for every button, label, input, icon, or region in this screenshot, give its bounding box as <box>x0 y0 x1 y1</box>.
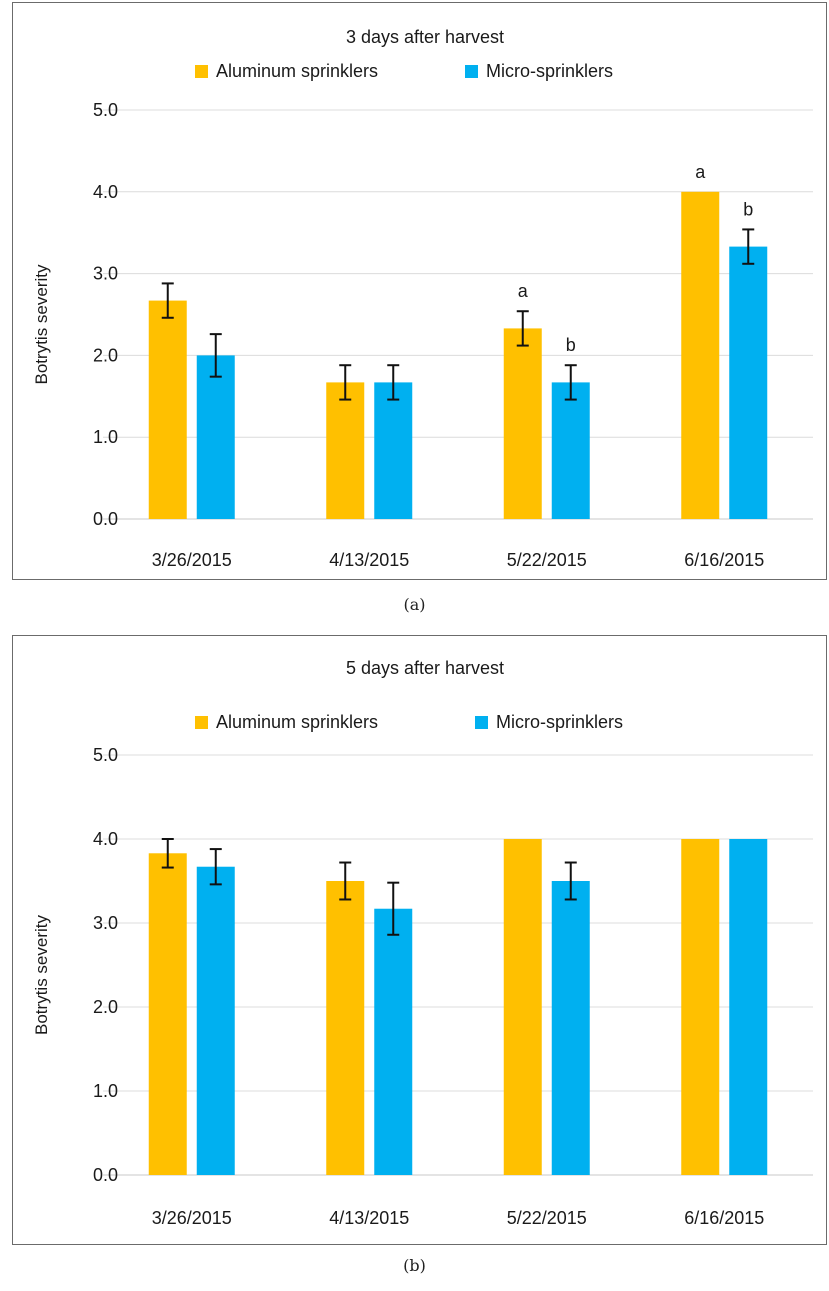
chart-panel-a: 3 days after harvest Aluminum sprinklers M… <box>12 2 827 580</box>
bar-1-3 <box>729 246 768 519</box>
y-tick-label: 0.0 <box>93 509 118 529</box>
y-tick-label: 0.0 <box>93 1165 118 1185</box>
legend-label-1: Micro-sprinklers <box>496 712 623 732</box>
bar-1-1 <box>374 908 413 1175</box>
chart-title: 5 days after harvest <box>346 658 504 678</box>
legend-label-1: Micro-sprinklers <box>486 61 613 81</box>
chart-b-svg: 5 days after harvest Aluminum sprinklers M… <box>32 658 813 1228</box>
bar-0-2 <box>503 328 542 519</box>
legend-swatch-0 <box>195 716 208 729</box>
bar-1-3 <box>729 839 768 1175</box>
legend-label-0: Aluminum sprinklers <box>216 712 378 732</box>
x-tick-label: 4/13/2015 <box>329 1208 409 1228</box>
x-tick-label: 6/16/2015 <box>684 550 764 570</box>
legend-swatch-1 <box>475 716 488 729</box>
legend-swatch-1 <box>465 65 478 78</box>
x-tick-label: 4/13/2015 <box>329 550 409 570</box>
significance-label: a <box>695 162 706 182</box>
significance-label: b <box>566 335 576 355</box>
bar-0-1 <box>326 382 365 519</box>
bar-1-1 <box>374 382 413 519</box>
y-tick-label: 5.0 <box>93 745 118 765</box>
x-tick-label: 5/22/2015 <box>507 1208 587 1228</box>
y-tick-label: 4.0 <box>93 829 118 849</box>
y-tick-label: 3.0 <box>93 913 118 933</box>
bar-0-1 <box>326 881 365 1175</box>
bar-0-0 <box>148 300 187 519</box>
y-tick-label: 2.0 <box>93 345 118 365</box>
x-tick-label: 5/22/2015 <box>507 550 587 570</box>
y-tick-label: 5.0 <box>93 100 118 120</box>
bar-0-0 <box>148 853 187 1175</box>
y-tick-label: 2.0 <box>93 997 118 1017</box>
bar-1-0 <box>196 866 235 1175</box>
chart-a-svg: 3 days after harvest Aluminum sprinklers M… <box>32 27 813 570</box>
significance-label: b <box>743 199 753 219</box>
x-tick-label: 6/16/2015 <box>684 1208 764 1228</box>
x-tick-label: 3/26/2015 <box>152 1208 232 1228</box>
legend-label-0: Aluminum sprinklers <box>216 61 378 81</box>
significance-label: a <box>518 281 529 301</box>
bar-0-3 <box>681 839 720 1175</box>
bar-1-2 <box>551 881 590 1175</box>
caption-a: (a) <box>403 595 426 614</box>
bar-0-2 <box>503 839 542 1175</box>
y-tick-label: 3.0 <box>93 264 118 284</box>
bar-0-3 <box>681 191 720 520</box>
x-tick-label: 3/26/2015 <box>152 550 232 570</box>
y-tick-label: 1.0 <box>93 1081 118 1101</box>
chart-title: 3 days after harvest <box>346 27 504 47</box>
y-tick-label: 4.0 <box>93 182 118 202</box>
bar-1-2 <box>551 382 590 519</box>
caption-b: (b) <box>403 1256 426 1275</box>
y-axis-label: Botrytis severity <box>32 264 51 384</box>
bar-1-0 <box>196 355 235 519</box>
legend-swatch-0 <box>195 65 208 78</box>
y-tick-label: 1.0 <box>93 427 118 447</box>
chart-panel-b: 5 days after harvest Aluminum sprinklers M… <box>12 635 827 1245</box>
y-axis-label: Botrytis severity <box>32 915 51 1035</box>
